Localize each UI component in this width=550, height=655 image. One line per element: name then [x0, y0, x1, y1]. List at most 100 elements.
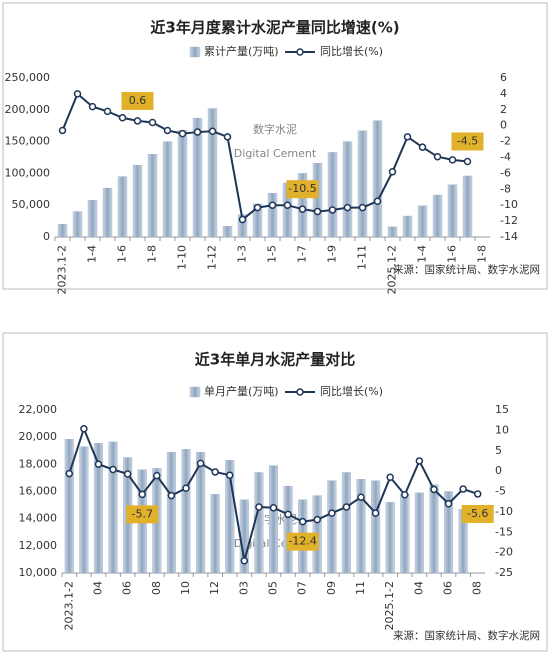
growth-point — [415, 457, 424, 465]
y-tick-label: 200,000 — [5, 103, 51, 116]
y2-tick-label: -4 — [500, 151, 511, 164]
value-label-box — [461, 504, 494, 523]
y-tick-label: 12,000 — [19, 539, 58, 552]
growth-point — [448, 156, 457, 164]
growth-point — [444, 499, 453, 508]
bar — [79, 446, 89, 574]
growth-point — [225, 471, 234, 479]
growth-point — [153, 471, 161, 480]
bar — [207, 108, 218, 238]
legend-marker — [296, 48, 304, 56]
growth-point — [388, 168, 397, 176]
y-tick-label: 50,000 — [12, 198, 51, 211]
x-tick-label: 1-6 — [446, 245, 459, 263]
y2-tick-label: 0 — [495, 464, 502, 477]
y2-tick-label: 10 — [495, 423, 509, 436]
bar — [372, 120, 383, 238]
bar — [447, 184, 458, 238]
growth-point — [401, 491, 409, 499]
y-tick-label: 250,000 — [5, 71, 51, 84]
growth-point — [430, 485, 438, 494]
y-tick-label: 0 — [43, 230, 50, 243]
bar — [356, 479, 366, 574]
value-label-box — [126, 505, 159, 524]
bar — [64, 439, 74, 574]
source: 来源：国家统计局、数字水泥网 — [393, 263, 540, 276]
value-label-box — [451, 132, 484, 151]
growth-point — [386, 473, 394, 481]
growth-point — [193, 128, 202, 136]
y-tick-label: 14,000 — [19, 512, 58, 525]
bar — [108, 441, 118, 574]
y2-tick-label: -10 — [500, 198, 518, 211]
growth-point — [373, 197, 382, 205]
bar — [297, 173, 308, 238]
x-tick-label: 1-4 — [86, 245, 99, 263]
bar — [385, 502, 395, 574]
growth-point — [88, 102, 97, 111]
bar — [357, 130, 368, 238]
growth-point — [211, 468, 219, 476]
bar — [117, 176, 128, 238]
x-tick-label: 1-12 — [206, 245, 219, 270]
value-label: -4.5 — [457, 134, 478, 147]
source: 来源：国家统计局、数字水泥网 — [393, 629, 540, 642]
y-tick-label: 150,000 — [5, 135, 51, 148]
growth-point — [148, 118, 157, 127]
growth-point — [269, 504, 278, 512]
y-tick-label: 22,000 — [19, 403, 58, 416]
legend-marker — [296, 388, 304, 396]
bar — [341, 472, 351, 574]
growth-point — [343, 203, 352, 212]
growth-point — [357, 493, 365, 501]
bar — [87, 199, 98, 238]
growth-point — [433, 152, 442, 161]
x-tick-label: 1-7 — [296, 245, 309, 263]
x-tick-label: 2023.1-2 — [56, 245, 69, 294]
bar — [371, 480, 381, 574]
y2-tick-label: 2 — [500, 103, 507, 116]
growth-point — [238, 215, 247, 224]
y2-tick-label: -10 — [495, 505, 513, 518]
x-tick-label: 11 — [354, 581, 367, 595]
bar — [312, 163, 323, 238]
x-tick-label: 1-11 — [356, 245, 369, 270]
bar — [72, 211, 83, 238]
growth-point — [123, 470, 132, 478]
growth-point — [58, 126, 67, 135]
growth-point — [403, 133, 412, 141]
growth-point — [138, 490, 146, 499]
growth-point — [298, 205, 307, 213]
y2-tick-label: -12 — [500, 214, 518, 227]
y2-tick-label: -25 — [495, 566, 513, 579]
growth-point — [418, 143, 427, 151]
x-tick-label: 05 — [267, 581, 280, 595]
legend-label: 累计产量(万吨) — [204, 44, 279, 58]
bar — [222, 226, 233, 238]
growth-point — [178, 129, 187, 138]
y2-tick-label: -20 — [495, 546, 513, 559]
growth-point — [473, 490, 482, 498]
bar — [327, 152, 338, 238]
bar — [210, 494, 220, 574]
legend-swatch — [189, 46, 201, 58]
growth-point — [65, 469, 74, 478]
y2-tick-label: -6 — [500, 166, 511, 179]
growth-point — [283, 201, 292, 209]
bar — [432, 194, 443, 238]
x-tick-label: 08 — [471, 581, 484, 595]
y2-tick-label: -15 — [495, 525, 513, 538]
x-tick-label: 07 — [296, 581, 309, 595]
x-tick-label: 06 — [121, 581, 134, 595]
value-label: -12.4 — [288, 535, 316, 548]
x-tick-label: 12 — [208, 581, 221, 595]
x-tick-label: 09 — [325, 581, 338, 595]
bar — [132, 164, 143, 238]
y2-tick-label: -14 — [500, 230, 518, 243]
x-tick-label: 08 — [150, 581, 163, 595]
chart-title: 近3年月度累计水泥产量同比增速(%) — [150, 19, 399, 37]
x-tick-label: 1-10 — [176, 245, 189, 270]
y-tick-label: 10,000 — [19, 566, 58, 579]
y2-tick-label: 4 — [500, 87, 507, 100]
